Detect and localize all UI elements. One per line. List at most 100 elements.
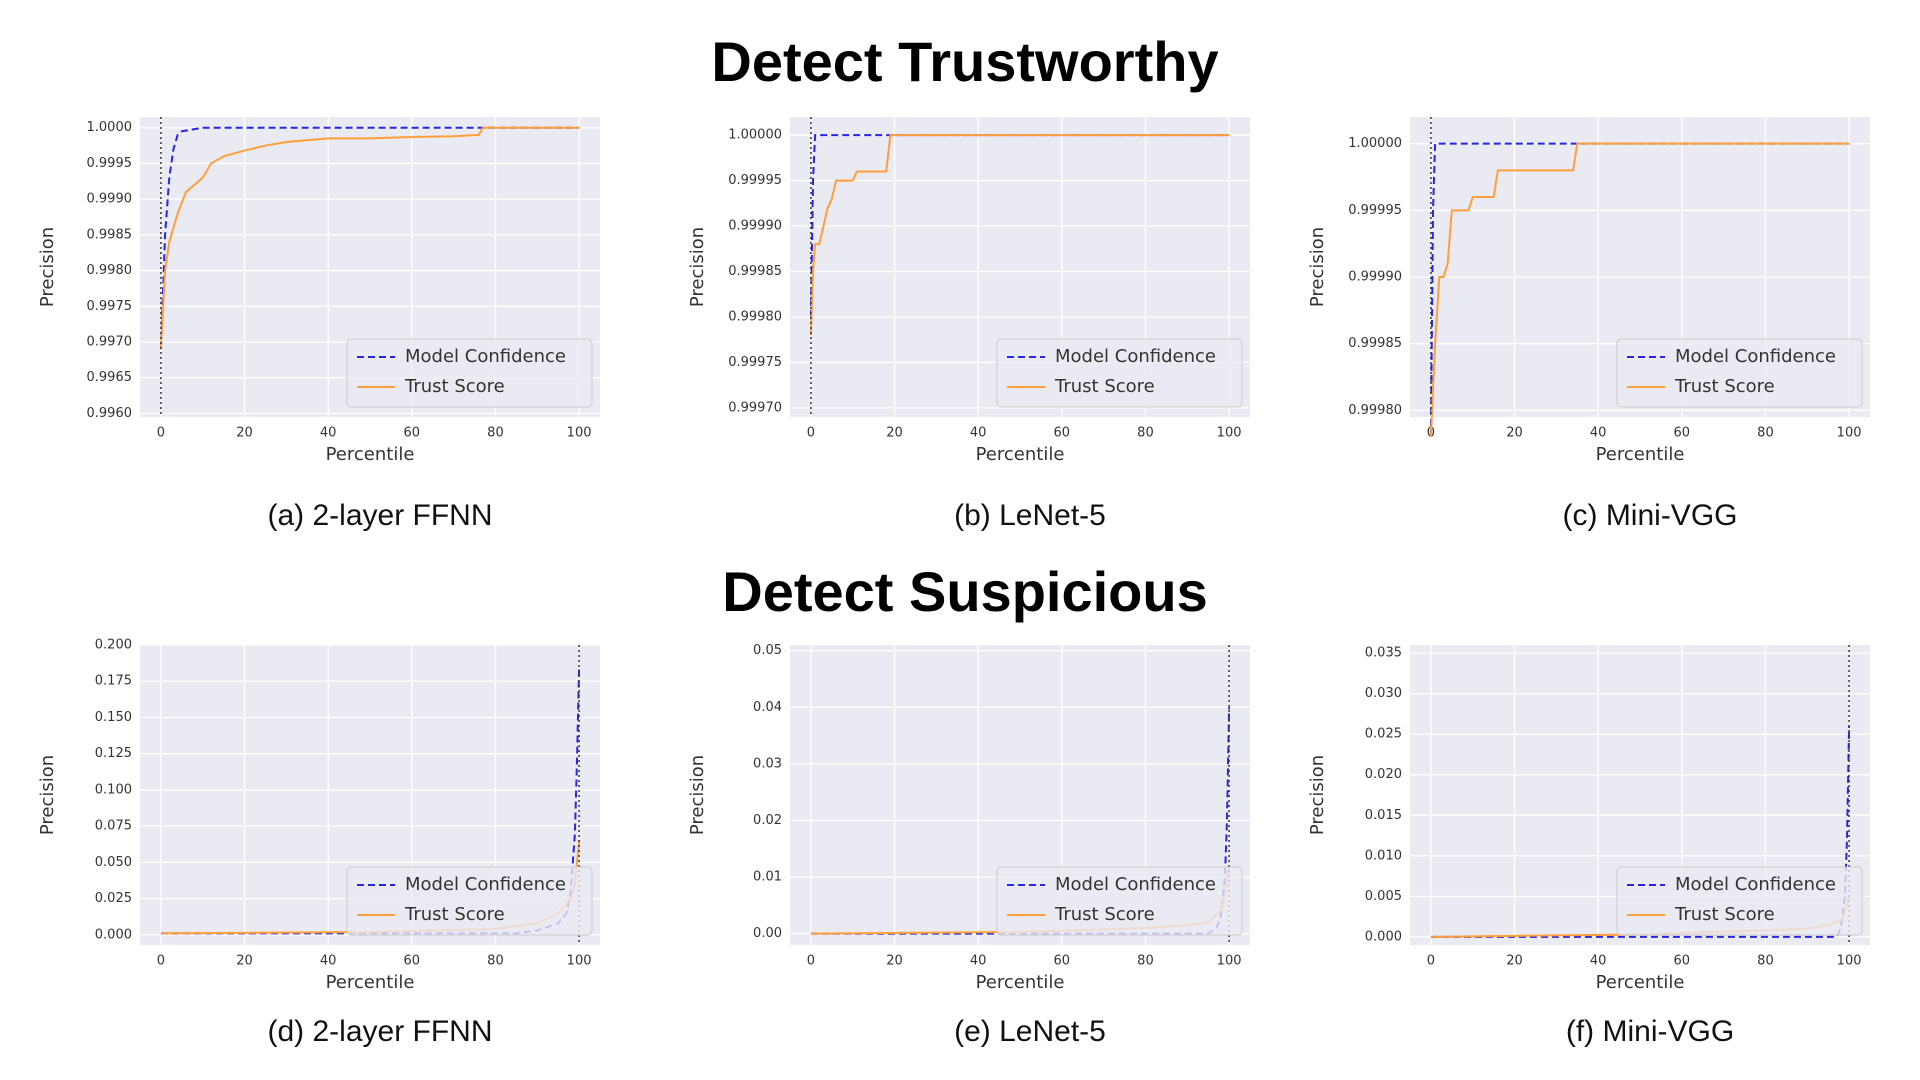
x-tick-label: 40 (320, 954, 337, 969)
y-tick-label: 0.9985 (87, 227, 133, 242)
y-tick-label: 0.99985 (1348, 336, 1402, 351)
x-tick-label: 40 (970, 426, 987, 441)
y-axis-label: Precision (1307, 755, 1328, 835)
legend-label: Trust Score (1054, 376, 1155, 397)
y-axis-label: Precision (687, 227, 708, 307)
caption: (e) LeNet-5 (954, 1015, 1106, 1048)
y-tick-label: 0.9990 (87, 192, 133, 207)
legend-label: Model Confidence (405, 346, 566, 367)
y-tick-label: 1.0000 (87, 120, 133, 135)
y-axis-label: Precision (687, 755, 708, 835)
x-tick-label: 80 (487, 954, 504, 969)
x-tick-label: 20 (886, 426, 903, 441)
legend-label: Trust Score (1674, 904, 1775, 925)
x-tick-label: 0 (807, 954, 815, 969)
x-tick-label: 80 (487, 426, 504, 441)
x-tick-label: 0 (1427, 954, 1435, 969)
y-tick-label: 0.99980 (728, 310, 782, 325)
legend (346, 866, 593, 936)
section-heading: Detect Suspicious (722, 560, 1207, 623)
x-tick-label: 100 (1837, 426, 1862, 441)
x-tick-label: 20 (1506, 954, 1523, 969)
section-heading: Detect Trustworthy (711, 30, 1218, 93)
legend (996, 338, 1243, 408)
legend-label: Model Confidence (1675, 346, 1836, 367)
y-tick-label: 0.99985 (728, 264, 782, 279)
x-tick-label: 60 (1054, 426, 1071, 441)
y-tick-label: 1.00000 (728, 128, 782, 143)
x-axis-label: Percentile (976, 444, 1065, 465)
y-tick-label: 0.100 (95, 782, 132, 797)
data-line (159, 126, 580, 350)
x-tick-label: 0 (807, 426, 815, 441)
x-tick-label: 40 (1590, 954, 1607, 969)
y-tick-label: 0.015 (1365, 808, 1402, 823)
x-tick-label: 100 (567, 426, 592, 441)
x-tick-label: 100 (1217, 954, 1242, 969)
y-tick-label: 0.99980 (1348, 403, 1402, 418)
y-tick-label: 0.000 (95, 927, 132, 942)
x-tick-label: 20 (236, 426, 253, 441)
y-tick-label: 0.200 (95, 638, 132, 653)
x-axis-label: Percentile (1596, 444, 1685, 465)
caption: (d) 2-layer FFNN (267, 1015, 492, 1048)
legend (1616, 338, 1863, 408)
y-tick-label: 0.9995 (87, 156, 133, 171)
y-tick-label: 0.02 (753, 813, 782, 828)
y-tick-label: 0.025 (95, 891, 132, 906)
y-tick-label: 0.04 (753, 700, 782, 715)
x-tick-label: 0 (157, 954, 165, 969)
legend-label: Trust Score (404, 904, 505, 925)
y-axis-label: Precision (37, 227, 58, 307)
y-tick-label: 0.03 (753, 756, 782, 771)
x-tick-label: 40 (970, 954, 987, 969)
x-tick-label: 80 (1137, 954, 1154, 969)
legend-label: Model Confidence (1055, 346, 1216, 367)
x-tick-label: 80 (1137, 426, 1154, 441)
x-axis-label: Percentile (326, 444, 415, 465)
caption: (b) LeNet-5 (954, 499, 1106, 532)
y-tick-label: 0.99975 (728, 355, 782, 370)
y-tick-label: 0.99995 (728, 173, 782, 188)
legend-label: Model Confidence (405, 874, 566, 895)
x-tick-label: 60 (1054, 954, 1071, 969)
data-line (809, 134, 1230, 336)
y-tick-label: 0.030 (1365, 686, 1402, 701)
y-tick-label: 0.035 (1365, 646, 1402, 661)
x-tick-label: 0 (157, 426, 165, 441)
y-tick-label: 0.99990 (1348, 270, 1402, 285)
legend-label: Model Confidence (1675, 874, 1836, 895)
caption: (f) Mini-VGG (1566, 1015, 1734, 1048)
x-tick-label: 60 (1674, 954, 1691, 969)
y-tick-label: 0.020 (1365, 767, 1402, 782)
legend-label: Trust Score (404, 376, 505, 397)
legend (1616, 866, 1863, 936)
y-tick-label: 0.025 (1365, 727, 1402, 742)
legend-label: Trust Score (1674, 376, 1775, 397)
x-tick-label: 80 (1757, 426, 1774, 441)
y-tick-label: 0.9965 (87, 370, 133, 385)
x-tick-label: 40 (320, 426, 337, 441)
x-axis-label: Percentile (1596, 972, 1685, 993)
y-tick-label: 0.050 (95, 855, 132, 870)
y-tick-label: 0.005 (1365, 889, 1402, 904)
x-axis-label: Percentile (326, 972, 415, 993)
x-tick-label: 20 (886, 954, 903, 969)
y-tick-label: 1.00000 (1348, 136, 1402, 151)
y-axis-label: Precision (1307, 227, 1328, 307)
data-line (1429, 142, 1850, 438)
y-tick-label: 0.99990 (728, 219, 782, 234)
y-tick-label: 0.150 (95, 710, 132, 725)
y-tick-label: 0.010 (1365, 848, 1402, 863)
x-tick-label: 40 (1590, 426, 1607, 441)
legend-label: Model Confidence (1055, 874, 1216, 895)
y-tick-label: 0.000 (1365, 929, 1402, 944)
y-tick-label: 0.9975 (87, 299, 133, 314)
y-tick-label: 0.9960 (87, 406, 133, 421)
legend (346, 338, 593, 408)
x-tick-label: 60 (404, 426, 421, 441)
legend-label: Trust Score (1054, 904, 1155, 925)
y-tick-label: 0.01 (753, 870, 782, 885)
y-tick-label: 0.00 (753, 926, 782, 941)
